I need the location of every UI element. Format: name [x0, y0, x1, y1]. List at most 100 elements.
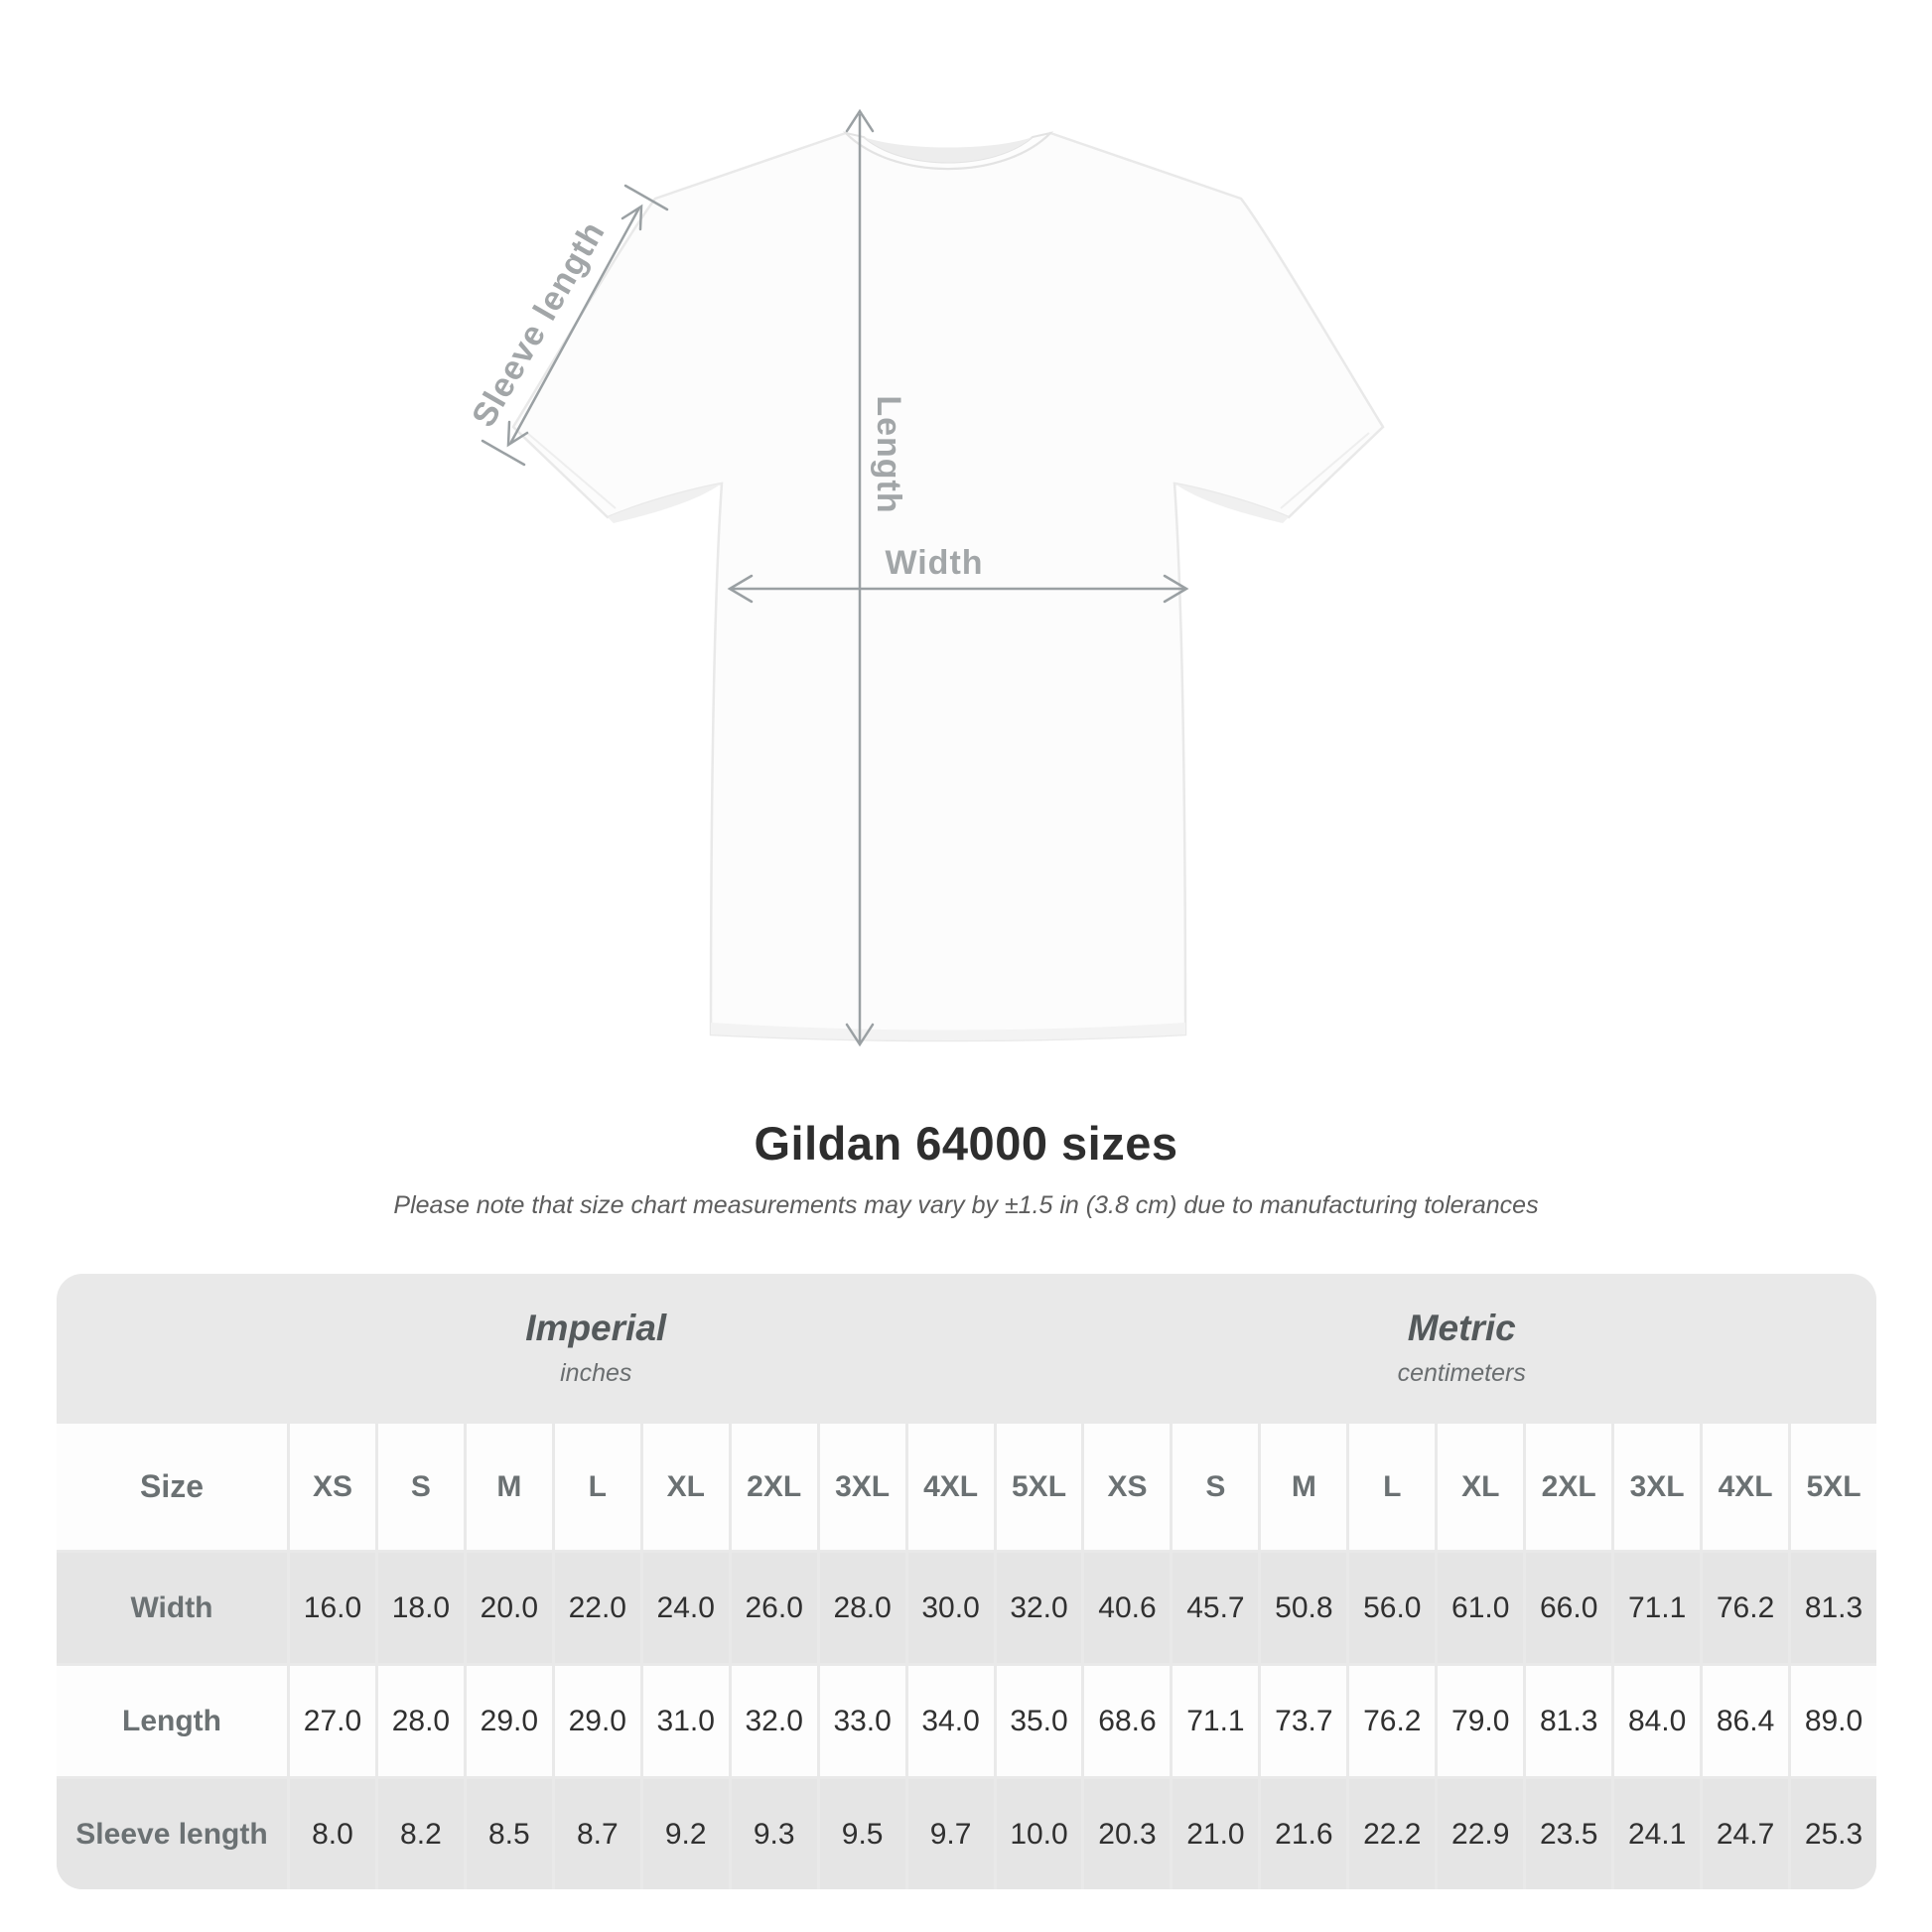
table-cell: 32.0 — [731, 1666, 817, 1776]
table-cell: 50.8 — [1261, 1553, 1347, 1663]
table-cell: 23.5 — [1526, 1779, 1612, 1889]
tshirt-collar-inner-shadow — [864, 137, 1033, 163]
table-cell: 29.0 — [554, 1666, 640, 1776]
table-cell: 66.0 — [1526, 1553, 1612, 1663]
tolerance-note: Please note that size chart measurements… — [393, 1191, 1539, 1219]
table-cell: 10.0 — [996, 1779, 1082, 1889]
table-cell: 24.1 — [1614, 1779, 1701, 1889]
metric-group-unit: centimeters — [1397, 1358, 1526, 1387]
table-cell: 21.6 — [1261, 1779, 1347, 1889]
table-cell: 29.0 — [466, 1666, 552, 1776]
size-header-metric-3xl: 3XL — [1614, 1424, 1701, 1550]
table-cell: 24.0 — [642, 1553, 729, 1663]
size-header-metric-s: S — [1173, 1424, 1259, 1550]
tshirt-cuff-seam-right — [1280, 432, 1370, 509]
table-cell: 71.1 — [1173, 1666, 1259, 1776]
table-cell: 89.0 — [1791, 1666, 1876, 1776]
size-header-metric-5xl: 5XL — [1791, 1424, 1876, 1550]
size-header-imperial-3xl: 3XL — [819, 1424, 905, 1550]
table-cell: 9.2 — [642, 1779, 729, 1889]
table-cell: 22.0 — [554, 1553, 640, 1663]
size-header-metric-xs: XS — [1084, 1424, 1171, 1550]
row-label-width: Width — [57, 1553, 287, 1663]
table-cell: 26.0 — [731, 1553, 817, 1663]
size-header-metric-m: M — [1261, 1424, 1347, 1550]
table-cell: 61.0 — [1438, 1553, 1524, 1663]
size-header-imperial-l: L — [554, 1424, 640, 1550]
size-column-header: Size — [57, 1424, 287, 1550]
row-label-length: Length — [57, 1666, 287, 1776]
table-cell: 16.0 — [290, 1553, 375, 1663]
table-cell: 30.0 — [907, 1553, 994, 1663]
metric-group-header: Metric centimeters — [1084, 1274, 1876, 1421]
table-cell: 76.2 — [1703, 1553, 1789, 1663]
table-cell: 21.0 — [1173, 1779, 1259, 1889]
length-dimension-arrow — [845, 108, 875, 1047]
row-label-sleeve-length: Sleeve length — [57, 1779, 287, 1889]
tshirt-collar-band — [842, 131, 1054, 170]
size-table: Imperial inches Metric centimeters Size … — [57, 1274, 1876, 1889]
metric-group-title: Metric — [1407, 1307, 1516, 1348]
tshirt-diagram: Sleeve length Length Width — [465, 108, 1385, 1047]
table-cell: 76.2 — [1349, 1666, 1436, 1776]
table-cell: 8.7 — [554, 1779, 640, 1889]
table-cell: 45.7 — [1173, 1553, 1259, 1663]
size-header-metric-xl: XL — [1438, 1424, 1524, 1550]
width-label: Width — [885, 544, 983, 582]
tshirt-underarm-shadow-right — [1174, 483, 1289, 523]
size-header-imperial-4xl: 4XL — [907, 1424, 994, 1550]
table-cell: 28.0 — [377, 1666, 464, 1776]
imperial-group-unit: inches — [560, 1358, 632, 1387]
table-cell: 24.7 — [1703, 1779, 1789, 1889]
table-cell: 71.1 — [1614, 1553, 1701, 1663]
length-label: Length — [870, 395, 907, 513]
tshirt-underarm-shadow-left — [608, 483, 722, 523]
table-cell: 8.2 — [377, 1779, 464, 1889]
tshirt-body — [511, 131, 1385, 1042]
imperial-group-header: Imperial inches — [57, 1274, 1081, 1421]
tshirt-hem-shadow — [711, 1023, 1185, 1040]
size-header-imperial-xs: XS — [290, 1424, 375, 1550]
table-cell: 27.0 — [290, 1666, 375, 1776]
size-header-metric-4xl: 4XL — [1703, 1424, 1789, 1550]
table-cell: 81.3 — [1791, 1553, 1876, 1663]
table-cell: 40.6 — [1084, 1553, 1171, 1663]
table-cell: 84.0 — [1614, 1666, 1701, 1776]
table-cell: 79.0 — [1438, 1666, 1524, 1776]
tshirt-illustration — [511, 131, 1385, 1042]
table-cell: 31.0 — [642, 1666, 729, 1776]
table-cell: 73.7 — [1261, 1666, 1347, 1776]
table-cell: 56.0 — [1349, 1553, 1436, 1663]
table-cell: 9.7 — [907, 1779, 994, 1889]
table-cell: 22.2 — [1349, 1779, 1436, 1889]
table-cell: 9.3 — [731, 1779, 817, 1889]
table-cell: 35.0 — [996, 1666, 1082, 1776]
table-cell: 20.3 — [1084, 1779, 1171, 1889]
size-header-metric-l: L — [1349, 1424, 1436, 1550]
imperial-group-title: Imperial — [525, 1307, 667, 1348]
table-cell: 22.9 — [1438, 1779, 1524, 1889]
size-header-imperial-xl: XL — [642, 1424, 729, 1550]
page-title: Gildan 64000 sizes — [754, 1117, 1178, 1170]
table-cell: 18.0 — [377, 1553, 464, 1663]
table-cell: 81.3 — [1526, 1666, 1612, 1776]
tshirt-cuff-seam-left — [526, 432, 617, 509]
table-cell: 68.6 — [1084, 1666, 1171, 1776]
table-cell: 34.0 — [907, 1666, 994, 1776]
table-cell: 32.0 — [996, 1553, 1082, 1663]
table-cell: 9.5 — [819, 1779, 905, 1889]
table-cell: 28.0 — [819, 1553, 905, 1663]
size-header-imperial-s: S — [377, 1424, 464, 1550]
size-header-imperial-2xl: 2XL — [731, 1424, 817, 1550]
width-dimension-arrow — [727, 574, 1189, 604]
table-cell: 33.0 — [819, 1666, 905, 1776]
table-cell: 20.0 — [466, 1553, 552, 1663]
table-cell: 8.5 — [466, 1779, 552, 1889]
dimension-lines — [481, 108, 1189, 1047]
size-header-metric-2xl: 2XL — [1526, 1424, 1612, 1550]
table-cell: 86.4 — [1703, 1666, 1789, 1776]
sleeve-dimension-arrow — [481, 184, 669, 467]
table-cell: 8.0 — [290, 1779, 375, 1889]
table-cell: 25.3 — [1791, 1779, 1876, 1889]
